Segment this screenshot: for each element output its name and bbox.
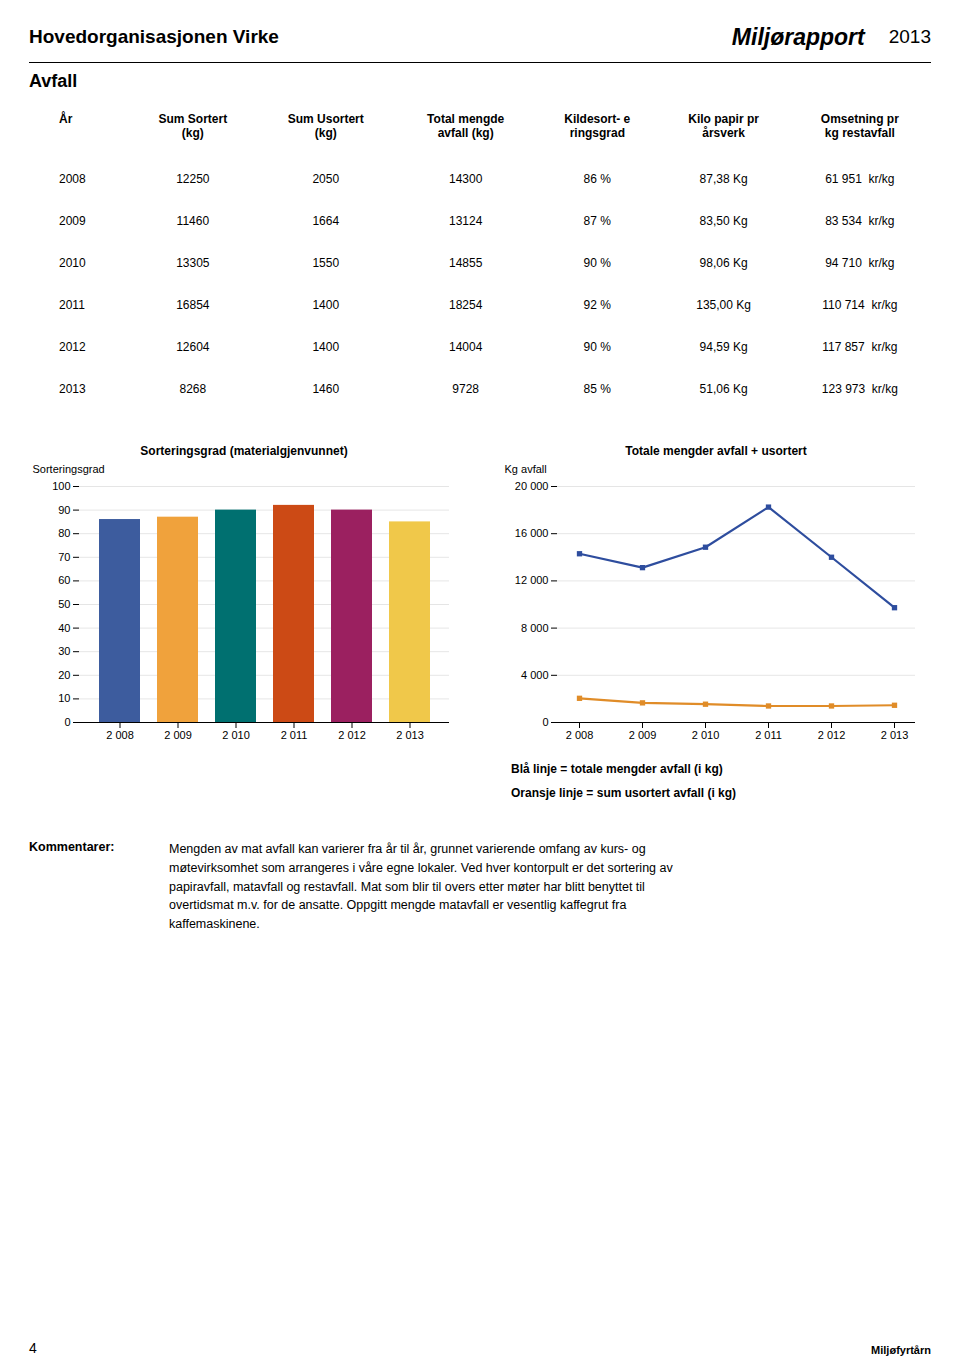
svg-text:2 009: 2 009 (629, 729, 657, 741)
html-text:2013: 2013 (888, 26, 931, 47)
html-text:83,50 Kg: 83,50 Kg (699, 214, 748, 228)
html-text:2011: 2011 (59, 298, 85, 312)
svg-text:2 013: 2 013 (881, 729, 909, 741)
svg-text:12 000: 12 000 (515, 574, 549, 586)
html-text:Kilo papir pr årsverk: Kilo papir pr årsverk (688, 112, 759, 140)
svg-text:2 011: 2 011 (755, 729, 782, 741)
svg-text:2 012: 2 012 (818, 729, 846, 741)
svg-text:80: 80 (58, 527, 70, 539)
svg-text:100: 100 (52, 480, 70, 492)
svg-text:16 000: 16 000 (515, 527, 549, 539)
html-text:1664: 1664 (312, 214, 340, 228)
html-text:Avfall: Avfall (29, 71, 78, 91)
html-text:1400: 1400 (312, 298, 340, 312)
html-text:Oransje linje = sum usortert a: Oransje linje = sum usortert avfall (i k… (511, 786, 737, 800)
html-text:14004: 14004 (449, 340, 483, 354)
svg-text:2 011: 2 011 (281, 729, 308, 741)
html-text:Sum Sortert (kg): Sum Sortert (kg) (158, 112, 228, 140)
html-text:Mengden av mat avfall kan vari: Mengden av mat avfall kan varierer fra å… (169, 842, 673, 931)
html-text:94,59 Kg: 94,59 Kg (699, 340, 748, 354)
html-text:12604: 12604 (176, 340, 210, 354)
html-text:1400: 1400 (312, 340, 340, 354)
html-text:11460: 11460 (176, 214, 210, 228)
html-text:13124: 13124 (449, 214, 483, 228)
svg-text:10: 10 (58, 692, 70, 704)
html-text:Miljørapport: Miljørapport (731, 23, 865, 50)
html-text:85 %: 85 % (583, 382, 611, 396)
html-text:8268: 8268 (179, 382, 207, 396)
html-text:Omsetning pr kg restavfall: Omsetning pr kg restavfall (820, 112, 899, 140)
html-text:87,38 Kg: 87,38 Kg (699, 172, 748, 186)
html-text:Total mengde avfall (kg): Total mengde avfall (kg) (427, 112, 505, 140)
svg-text:0: 0 (64, 716, 70, 728)
html-text:Sorteringsgrad (materialgjenvu: Sorteringsgrad (materialgjenvunnet) (140, 444, 348, 458)
html-text:135,00 Kg: 135,00 Kg (696, 298, 751, 312)
html-text:13305: 13305 (176, 256, 210, 270)
html-text:98,06 Kg: 98,06 Kg (699, 256, 748, 270)
svg-text:2 010: 2 010 (692, 729, 720, 741)
html-text:Hovedorganisasjonen Virke: Hovedorganisasjonen Virke (29, 26, 279, 47)
svg-text:60: 60 (58, 574, 70, 586)
html-text:16854: 16854 (176, 298, 210, 312)
html-text:94 710 kr/kg: 94 710 kr/kg (825, 256, 895, 270)
html-text:14855: 14855 (449, 256, 483, 270)
html-text:12250: 12250 (176, 172, 210, 186)
svg-text:20: 20 (58, 669, 70, 681)
html-text:14300: 14300 (449, 172, 483, 186)
svg-text:70: 70 (58, 551, 70, 563)
html-text:2050: 2050 (312, 172, 340, 186)
svg-text:90: 90 (58, 504, 70, 516)
html-text:90 %: 90 % (583, 256, 611, 270)
svg-text:2 008: 2 008 (106, 729, 134, 741)
html-text:86 %: 86 % (583, 172, 611, 186)
svg-text:20 000: 20 000 (515, 480, 549, 492)
html-text:Blå linje = totale mengder avf: Blå linje = totale mengder avfall (i kg) (511, 762, 723, 776)
html-text:18254: 18254 (449, 298, 483, 312)
html-text:117 857 kr/kg: 117 857 kr/kg (822, 340, 898, 354)
html-text:Sum Usortert (kg): Sum Usortert (kg) (287, 112, 364, 140)
html-text:90 %: 90 % (583, 340, 611, 354)
svg-text:0: 0 (542, 716, 548, 728)
svg-text:2 010: 2 010 (222, 729, 250, 741)
svg-text:2 013: 2 013 (396, 729, 424, 741)
html-text:92 %: 92 % (583, 298, 611, 312)
svg-text:40: 40 (58, 622, 70, 634)
html-text:Kommentarer:: Kommentarer: (29, 840, 115, 854)
html-text:110 714 kr/kg: 110 714 kr/kg (822, 298, 898, 312)
svg-text:4 000: 4 000 (521, 669, 549, 681)
html-text:9728: 9728 (452, 382, 479, 396)
html-text:1460: 1460 (312, 382, 340, 396)
html-text:51,06 Kg: 51,06 Kg (699, 382, 748, 396)
html-text:2010: 2010 (59, 256, 86, 270)
html-text:61 951 kr/kg: 61 951 kr/kg (825, 172, 895, 186)
svg-text:50: 50 (58, 598, 70, 610)
svg-text:2 009: 2 009 (164, 729, 192, 741)
html-text:Totale mengder avfall + usorte: Totale mengder avfall + usortert (625, 444, 807, 458)
svg-text:2 012: 2 012 (338, 729, 366, 741)
svg-text:30: 30 (58, 645, 70, 657)
html-text:År: År (59, 112, 73, 126)
svg-text:Kg avfall: Kg avfall (505, 463, 547, 475)
html-text:1550: 1550 (312, 256, 340, 270)
html-text:2009: 2009 (59, 214, 86, 228)
html-text:Kildesort- e ringsgrad: Kildesort- e ringsgrad (564, 112, 631, 140)
html-text:Miljøfyrtårn: Miljøfyrtårn (871, 1344, 931, 1356)
html-text:2013: 2013 (59, 382, 86, 396)
html-text:2012: 2012 (59, 340, 86, 354)
html-text:4: 4 (29, 1340, 37, 1356)
html-text:83 534 kr/kg: 83 534 kr/kg (825, 214, 895, 228)
svg-text:8 000: 8 000 (521, 622, 549, 634)
html-text:87 %: 87 % (583, 214, 611, 228)
svg-text:2 008: 2 008 (566, 729, 594, 741)
html-text:123 973 kr/kg: 123 973 kr/kg (821, 382, 898, 396)
html-text:2008: 2008 (59, 172, 86, 186)
svg-text:Sorteringsgrad: Sorteringsgrad (33, 463, 105, 475)
